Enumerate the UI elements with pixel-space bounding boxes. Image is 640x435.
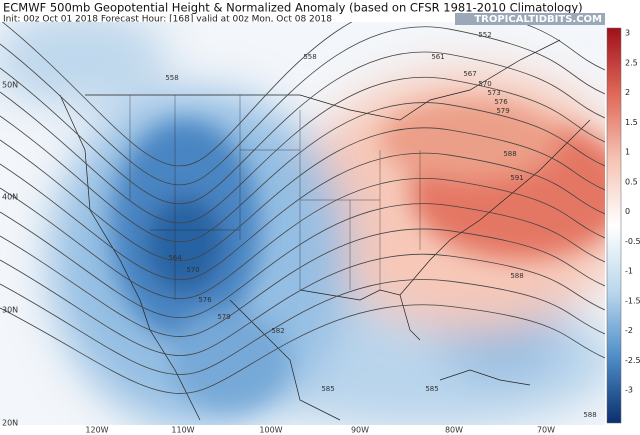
colorbar-label: -0.5 <box>625 237 640 246</box>
contour-label: 579 <box>496 107 509 115</box>
contour-label: 585 <box>321 385 334 393</box>
colorbar-label: 2.5 <box>625 58 638 67</box>
height-contour <box>1 22 605 167</box>
longitude-label: 100W <box>259 426 282 435</box>
contour-label: 570 <box>186 266 199 274</box>
contour-label: 576 <box>198 296 212 304</box>
latitude-label: 40N <box>2 193 18 202</box>
colorbar-label: -1 <box>625 267 633 276</box>
latitude-label: 20N <box>2 419 18 428</box>
height-contour <box>0 102 605 243</box>
colorbar-label: -3 <box>625 386 633 395</box>
contour-label: 588 <box>510 272 523 280</box>
height-contour <box>0 279 605 375</box>
colorbar-label: 1 <box>625 148 630 157</box>
contour-label: 567 <box>463 70 476 78</box>
contour-label: 564 <box>168 254 182 262</box>
contour-label: 561 <box>431 53 444 61</box>
colorbar <box>606 27 622 424</box>
colorbar-label: -2.5 <box>625 356 640 365</box>
contour-label: 576 <box>494 98 508 106</box>
contour-label: 588 <box>503 150 516 158</box>
credit: TROPICALTIDBITS.COM <box>474 14 602 25</box>
contour-label: 585 <box>425 385 438 393</box>
latitude-label: 50N <box>2 81 18 90</box>
contour-label: 570 <box>478 80 491 88</box>
height-contour <box>0 51 605 205</box>
colorbar-label: -2 <box>625 326 633 335</box>
height-contour <box>0 77 605 224</box>
colorbar-label: 0 <box>625 207 630 216</box>
contour-label: 552 <box>478 31 491 39</box>
contour-label: 591 <box>510 174 523 182</box>
height-contour <box>0 304 605 394</box>
contour-label: 579 <box>217 313 230 321</box>
contour-label: 573 <box>487 89 500 97</box>
contour-label: 558 <box>303 53 316 61</box>
colorbar-label: -1.5 <box>625 296 640 305</box>
height-contour <box>0 26 605 186</box>
contour-label: 588 <box>583 411 596 419</box>
colorbar-label: 2 <box>625 88 630 97</box>
subtitle: Init: 00z Oct 01 2018 Forecast Hour: [16… <box>3 15 332 25</box>
colorbar-label: 1.5 <box>625 118 638 127</box>
colorbar-label: 3 <box>625 29 630 38</box>
contour-label: 582 <box>271 327 284 335</box>
height-contour <box>0 203 605 318</box>
height-contour <box>0 152 605 281</box>
title: ECMWF 500mb Geopotential Height & Normal… <box>3 1 583 15</box>
height-contour <box>0 127 605 262</box>
latitude-label: 30N <box>2 306 18 315</box>
longitude-label: 110W <box>171 426 194 435</box>
longitude-label: 120W <box>85 426 108 435</box>
colorbar-label: 0.5 <box>625 177 638 186</box>
height-contour <box>0 178 605 300</box>
longitude-label: 70W <box>537 426 555 435</box>
height-contour <box>0 228 605 337</box>
longitude-label: 90W <box>351 426 369 435</box>
height-contour <box>0 253 605 356</box>
credit-background <box>455 13 605 25</box>
contour-label: 558 <box>165 74 178 82</box>
longitude-label: 80W <box>445 426 463 435</box>
